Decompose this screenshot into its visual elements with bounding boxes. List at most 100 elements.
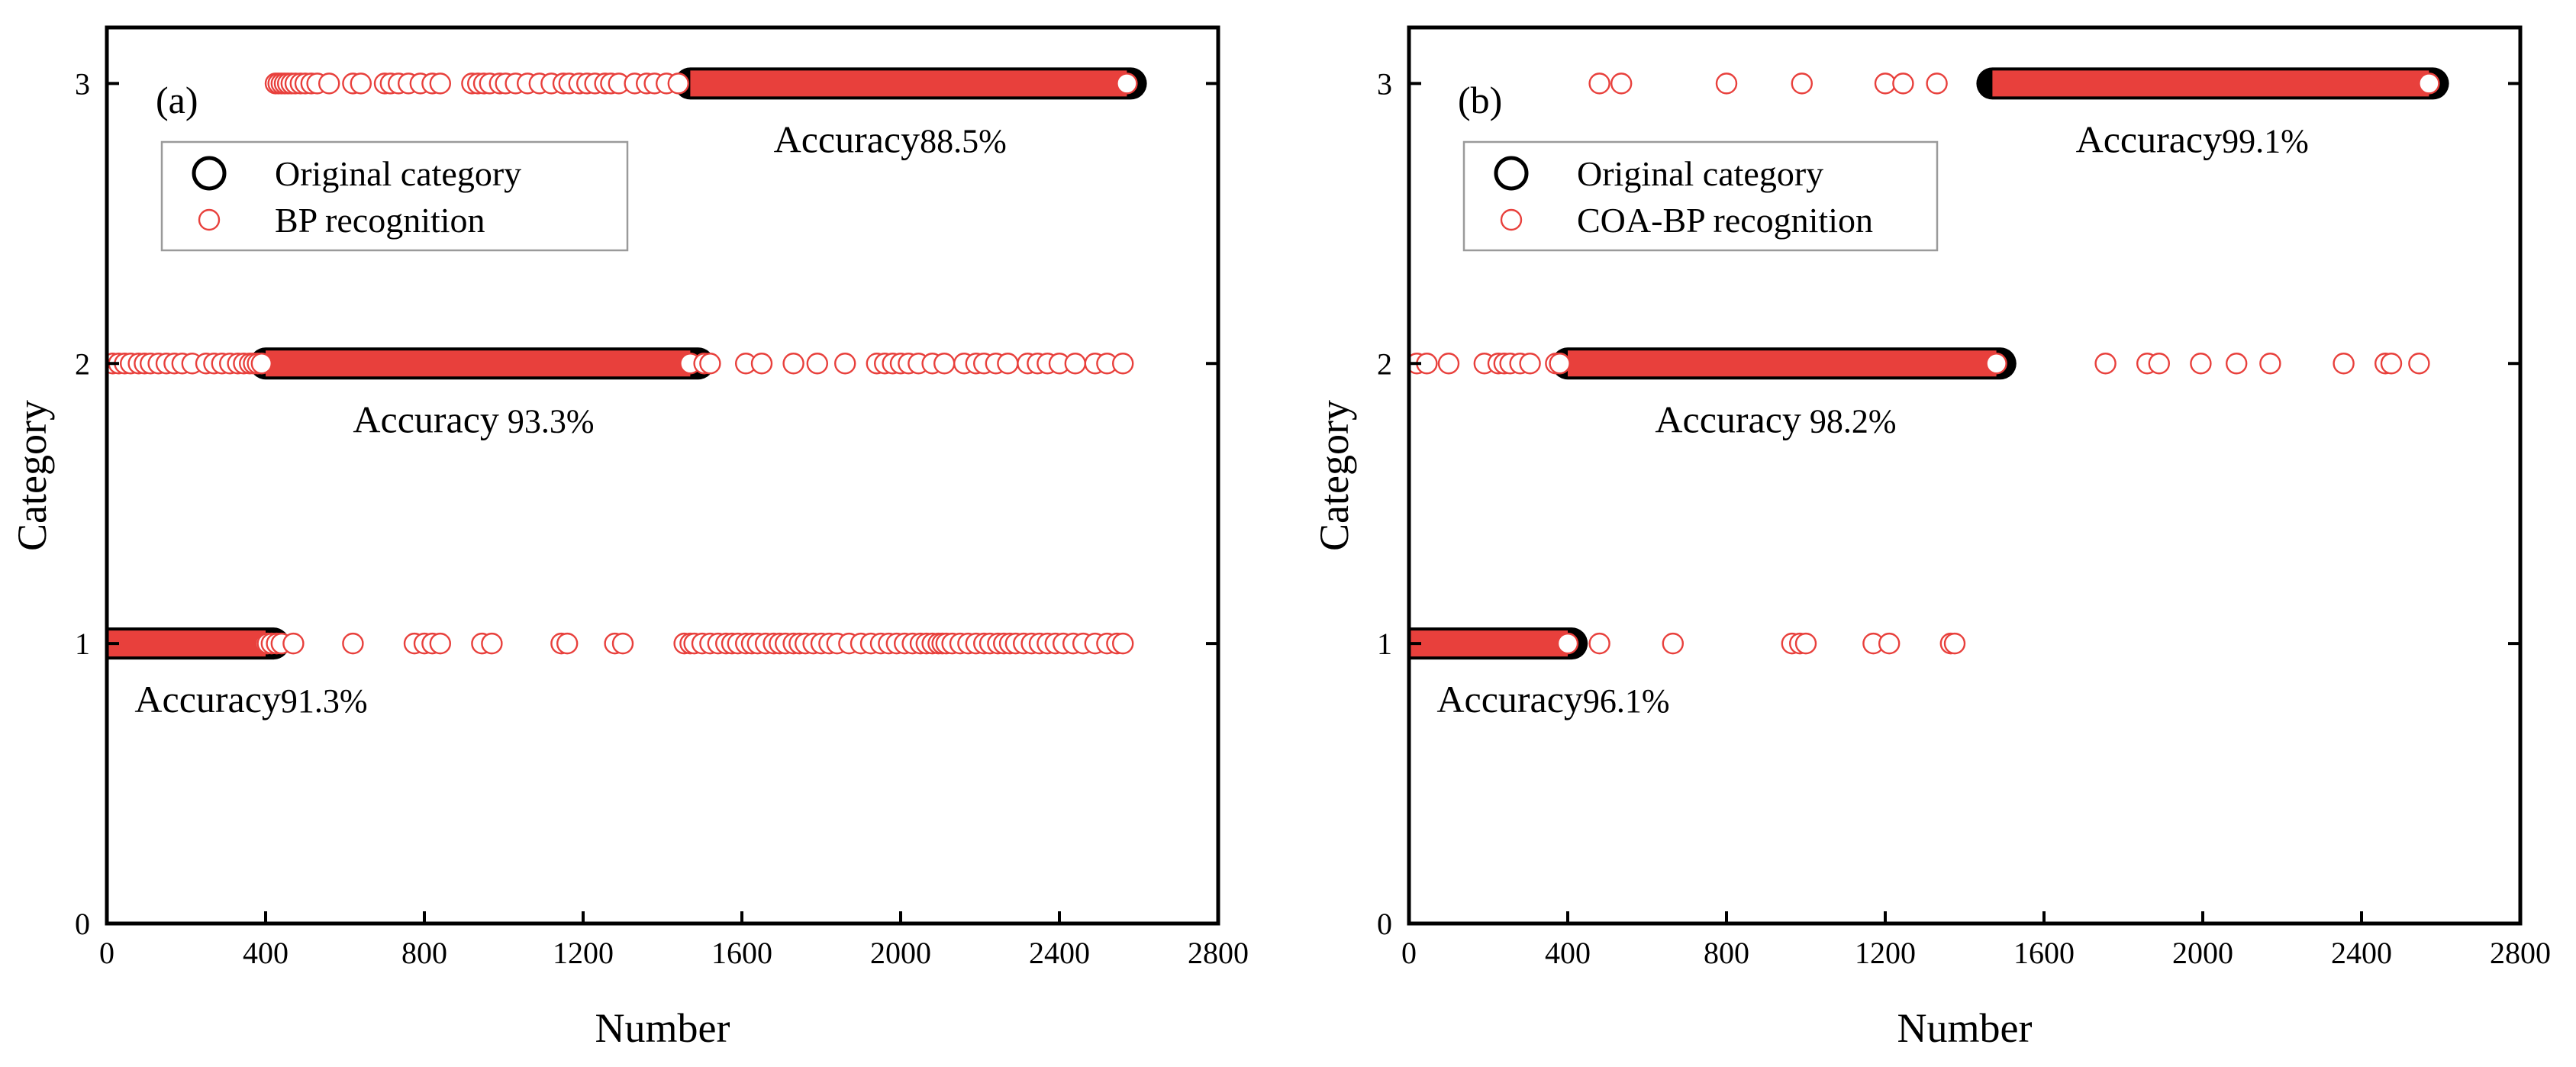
recognition-point <box>699 353 721 375</box>
accuracy-label: Accuracy <box>134 678 281 720</box>
x-tick-label: 2400 <box>2331 936 2392 970</box>
legend-marker-original <box>1494 156 1529 191</box>
recognition-marker <box>2418 73 2440 95</box>
x-tick-label: 400 <box>243 936 289 970</box>
accuracy-annotation-1: Accuracy96.1% <box>1436 678 1669 720</box>
x-tick-label: 400 <box>1545 936 1591 970</box>
accuracy-annotation-3: Accuracy99.1% <box>2076 118 2309 160</box>
recognition-point <box>250 353 272 375</box>
recognition-point <box>782 353 804 375</box>
recognition-point <box>806 353 829 375</box>
recognition-point <box>1437 353 1460 375</box>
panel-label: (a) <box>156 79 198 121</box>
accuracy-annotation-1: Accuracy91.3% <box>134 678 367 720</box>
recognition-point <box>1794 632 1817 655</box>
recognition-band-1 <box>1409 630 1568 657</box>
y-axis-title: Category <box>1311 400 1357 551</box>
accuracy-value: 98.2% <box>1801 402 1897 440</box>
recognition-point <box>318 73 340 95</box>
recognition-point <box>1111 353 1134 375</box>
x-tick-label: 1600 <box>711 936 772 970</box>
recognition-point <box>2094 353 2117 375</box>
x-tick-label: 800 <box>1704 936 1749 970</box>
plot-frame <box>1407 25 2523 926</box>
y-tick-label: 1 <box>1377 627 1392 661</box>
recognition-band-1 <box>107 630 266 657</box>
y-tick-label: 2 <box>1377 347 1392 381</box>
y-tick-label: 1 <box>75 627 90 661</box>
x-tick-label: 0 <box>99 936 114 970</box>
recognition-band-3 <box>690 70 1127 97</box>
recognition-point <box>933 353 956 375</box>
y-tick-label: 3 <box>75 66 90 101</box>
x-tick-label: 2000 <box>870 936 931 970</box>
accuracy-label: Accuracy <box>774 118 920 160</box>
recognition-point <box>1874 73 1897 95</box>
accuracy-label: Accuracy <box>1436 678 1583 720</box>
y-tick-label: 3 <box>1377 66 1392 101</box>
recognition-point <box>1926 73 1948 95</box>
y-axis-title: Category <box>9 400 55 551</box>
plot-frame <box>105 25 1220 926</box>
recognition-point <box>1878 632 1901 655</box>
recognition-point <box>556 632 579 655</box>
recognition-point <box>997 353 1019 375</box>
accuracy-label: Accuracy <box>2076 118 2223 160</box>
panel-label: (b) <box>1458 79 1502 121</box>
chart-panel-b: 0 400 800 1200 1600 2000 2400 2800 0 1 2 3 Number Cat… <box>1311 25 2551 1051</box>
recognition-point <box>2380 353 2403 375</box>
recognition-point <box>1662 632 1685 655</box>
recognition-band-3 <box>1992 70 2429 97</box>
x-tick-label: 2400 <box>1029 936 1090 970</box>
legend-label-original: Original category <box>275 154 521 193</box>
legend-label-recognition: COA-BP recognition <box>1577 201 1873 240</box>
recognition-point <box>2259 353 2281 375</box>
x-axis-title: Number <box>595 1005 730 1051</box>
recognition-point <box>667 73 689 95</box>
legend-box <box>160 140 629 252</box>
recognition-point <box>1610 73 1633 95</box>
recognition-band-2 <box>1568 350 1997 377</box>
recognition-marker <box>1985 353 2007 375</box>
recognition-point <box>2225 353 2248 375</box>
recognition-point <box>350 73 372 95</box>
accuracy-label: Accuracy <box>353 398 499 440</box>
recognition-point <box>2190 353 2212 375</box>
recognition-point <box>342 632 364 655</box>
recognition-point <box>1715 73 1738 95</box>
recognition-point <box>429 632 451 655</box>
accuracy-annotation-2: Accuracy 98.2% <box>1655 398 1896 440</box>
x-tick-label: 1600 <box>2013 936 2075 970</box>
x-tick-label: 1200 <box>553 936 614 970</box>
accuracy-value: 93.3% <box>499 402 595 440</box>
recognition-point <box>1111 632 1134 655</box>
legend-marker-original <box>192 156 227 191</box>
accuracy-value: 88.5% <box>920 122 1007 160</box>
y-tick-label: 0 <box>1377 907 1392 941</box>
recognition-point <box>1943 632 1966 655</box>
recognition-point <box>2408 353 2430 375</box>
x-tick-label: 2800 <box>1188 936 1249 970</box>
x-tick-label: 0 <box>1401 936 1417 970</box>
recognition-point <box>750 353 773 375</box>
recognition-point <box>1519 353 1541 375</box>
recognition-band-2 <box>266 350 691 377</box>
legend-box <box>1462 140 1939 252</box>
chart-panel-a: 0 400 800 1200 1600 2000 2400 2800 0 1 2 3 Number Cat… <box>9 25 1249 1051</box>
plot-area <box>107 67 1147 660</box>
accuracy-value: 99.1% <box>2222 122 2309 160</box>
recognition-point <box>1588 632 1610 655</box>
accuracy-label: Accuracy <box>1655 398 1801 440</box>
plot-area <box>1409 67 2449 660</box>
recognition-point <box>1791 73 1814 95</box>
recognition-point <box>1549 353 1571 375</box>
x-tick-label: 2800 <box>2490 936 2551 970</box>
accuracy-annotation-2: Accuracy 93.3% <box>353 398 594 440</box>
x-tick-label: 1200 <box>1855 936 1916 970</box>
recognition-point <box>833 353 856 375</box>
y-tick-label: 2 <box>75 347 90 381</box>
recognition-point <box>1588 73 1610 95</box>
y-tick-label: 0 <box>75 907 90 941</box>
recognition-marker <box>1116 73 1138 95</box>
